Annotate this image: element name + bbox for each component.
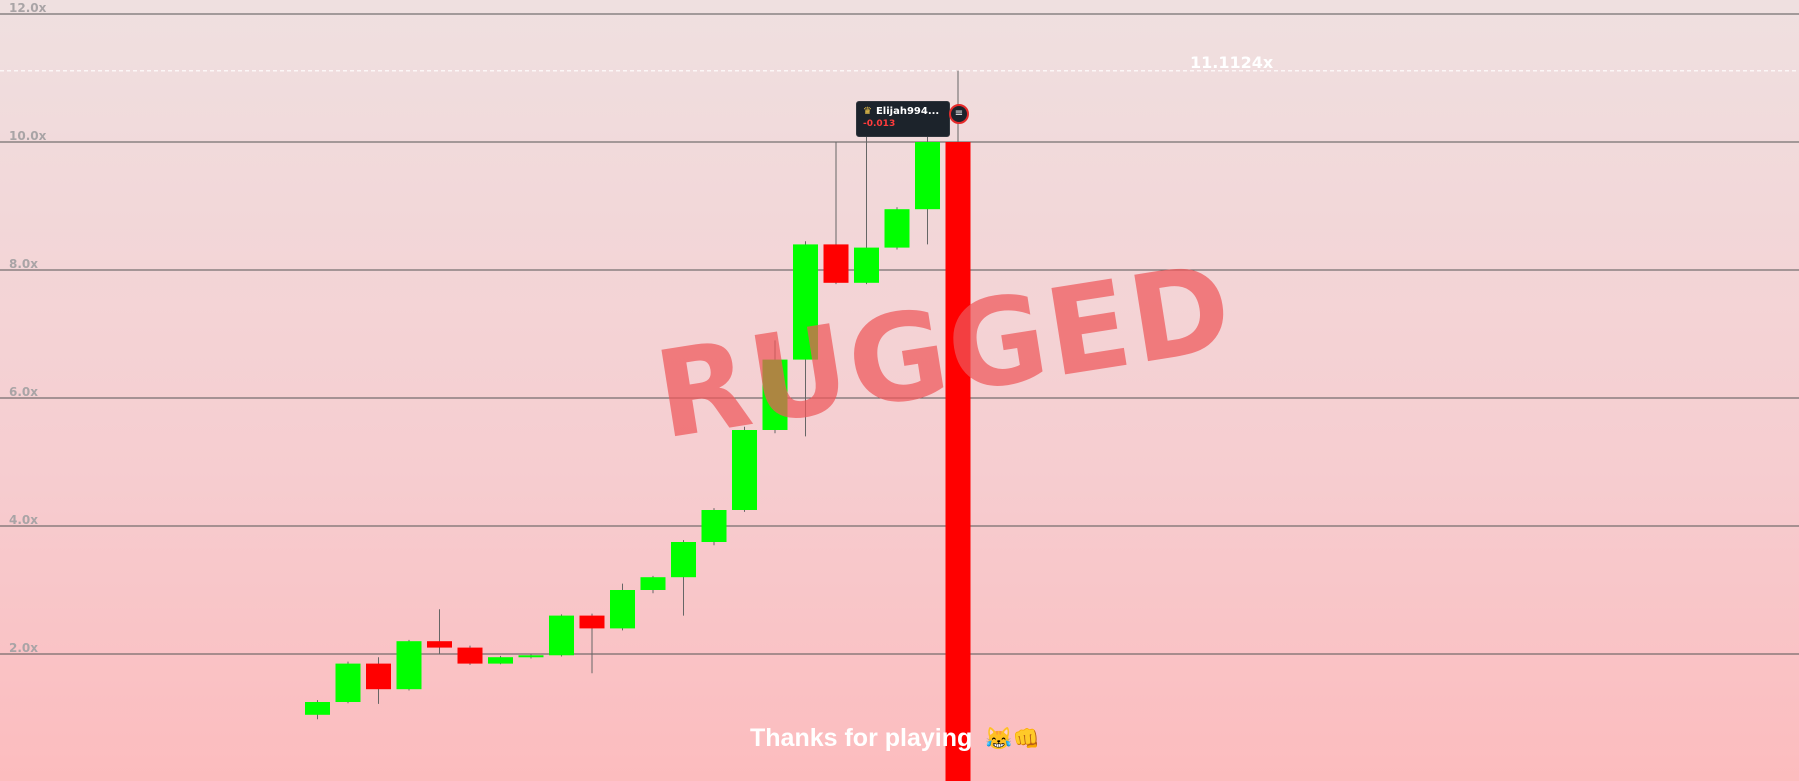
candle-up	[610, 590, 635, 629]
laughing-cat-fist-emoji-icon: 😹👊	[985, 726, 1041, 751]
candle-down	[823, 244, 849, 283]
player-position-tag[interactable]: ♛ Elijah994... -0.013	[856, 101, 950, 137]
player-avatar[interactable]: ≡	[949, 104, 969, 124]
y-axis-label-2: 2.0x	[9, 641, 38, 655]
y-axis-label-8: 8.0x	[9, 257, 38, 271]
candle-up	[793, 244, 818, 360]
rug-candle	[945, 142, 971, 781]
candle-up	[305, 702, 330, 715]
candle-up	[884, 209, 910, 248]
y-axis-label-6: 6.0x	[9, 385, 38, 399]
candle-up	[915, 142, 940, 210]
candle-up	[701, 510, 727, 542]
candle-up	[762, 359, 788, 430]
candle-up	[549, 615, 574, 656]
candle-down	[457, 647, 483, 664]
crown-icon: ♛	[863, 106, 872, 117]
candle-up	[732, 430, 757, 510]
player-name: Elijah994...	[875, 106, 940, 117]
candle-up	[396, 641, 422, 690]
thanks-text: Thanks for playing	[750, 724, 973, 752]
candle-down	[366, 663, 391, 690]
candle-up	[518, 655, 544, 658]
y-axis-label-10: 10.0x	[9, 129, 47, 143]
candle-up	[671, 542, 696, 578]
player-pnl: -0.013	[863, 119, 896, 129]
candle-up	[335, 663, 361, 702]
candle-down	[579, 615, 605, 629]
thanks-message: Thanks for playing 😹👊	[750, 724, 1040, 753]
y-axis-label-12: 12.0x	[9, 1, 47, 15]
peak-multiplier-label: 11.1124x	[1190, 53, 1274, 72]
candle-down	[427, 641, 452, 648]
y-axis-label-4: 4.0x	[9, 513, 38, 527]
candle-up	[488, 657, 513, 664]
candle-up	[640, 577, 666, 590]
candle-up	[854, 247, 879, 283]
